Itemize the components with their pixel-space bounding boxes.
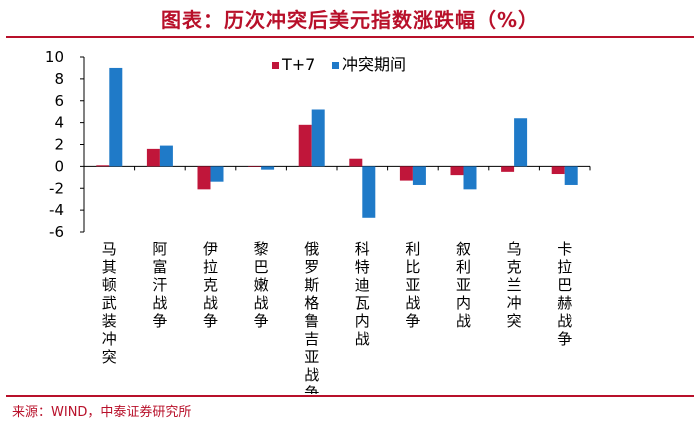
legend-label: T+7 — [281, 55, 315, 74]
bar-conflict — [210, 166, 224, 182]
bar-conflict — [514, 118, 528, 167]
bar-t7 — [399, 166, 413, 181]
category-label: 叙利亚内战 — [456, 240, 471, 330]
source-divider — [6, 395, 694, 397]
y-tick-label: -2 — [49, 179, 64, 197]
category-label: 利比亚战争 — [405, 240, 420, 330]
bar-conflict — [564, 166, 578, 185]
bar-t7 — [551, 166, 565, 175]
y-tick-label: -6 — [49, 223, 64, 241]
source-note: 来源：WIND，中泰证券研究所 — [12, 405, 192, 420]
legend-swatch — [272, 62, 279, 69]
bar-t7 — [146, 148, 160, 167]
y-tick-label: 8 — [54, 70, 64, 88]
category-label: 伊拉克战争 — [203, 240, 218, 330]
bar-conflict — [261, 166, 275, 170]
y-tick-label: 2 — [54, 136, 64, 154]
chart-labels: 马其顿武装冲突 阿富汗战争 伊拉克战争 黎巴嫩战争 俄罗斯格鲁吉亚战争 科特迪瓦内战 利比亚… — [102, 240, 572, 394]
chart-legend: T+7 冲突期间 — [272, 55, 406, 74]
title-divider — [6, 36, 694, 38]
legend-label: 冲突期间 — [342, 55, 406, 74]
category-label: 科特迪瓦内战 — [355, 240, 370, 348]
category-label: 乌克兰冲突 — [507, 240, 522, 330]
bar-t7 — [197, 166, 211, 190]
y-tick-label: 4 — [54, 114, 64, 132]
category-label: 马其顿武装冲突 — [102, 240, 117, 366]
bar-conflict — [159, 145, 173, 167]
category-label: 黎巴嫩战争 — [254, 240, 269, 330]
y-tick-label: 6 — [54, 92, 64, 110]
bar-conflict — [311, 109, 325, 167]
category-label: 阿富汗战争 — [152, 240, 167, 330]
y-tick-label: 10 — [45, 48, 64, 66]
category-label: 卡拉巴赫战争 — [557, 240, 572, 348]
chart-bars — [96, 67, 578, 218]
bar-conflict — [362, 166, 376, 218]
bar-t7 — [96, 165, 110, 167]
bar-t7 — [349, 158, 363, 167]
bar-t7 — [450, 166, 464, 176]
legend-swatch — [332, 62, 339, 69]
bar-conflict — [463, 166, 477, 190]
y-tick-label: 0 — [54, 157, 64, 175]
bar-conflict — [109, 67, 123, 167]
bar-t7 — [501, 166, 515, 172]
y-tick-label: -4 — [49, 201, 64, 219]
bar-conflict — [412, 166, 426, 185]
category-label: 俄罗斯格鲁吉亚战争 — [304, 240, 319, 394]
bar-t7 — [248, 166, 262, 167]
bar-chart: 10 8 6 4 2 0 -2 -4 -6 马其顿武装冲突 阿富汗战争 伊拉克战争 黎巴嫩战争 俄罗斯格… — [45, 48, 591, 394]
bar-t7 — [298, 124, 312, 167]
chart-title: 图表：历次冲突后美元指数涨跌幅（%） — [160, 8, 540, 32]
